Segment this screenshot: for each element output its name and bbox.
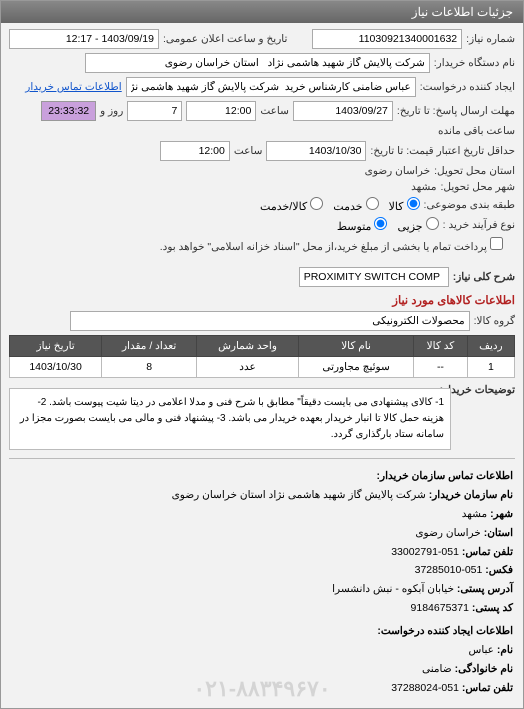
buyer-note-label: توضیحات خریدار: (455, 384, 515, 396)
payment-checkbox[interactable] (490, 237, 503, 250)
c-org-label: نام سازمان خریدار: (429, 489, 513, 501)
time-label-1: ساعت (260, 105, 289, 117)
validity-time[interactable] (160, 141, 230, 161)
details-panel: جزئیات اطلاعات نیاز شماره نیاز: تاریخ و … (0, 0, 524, 709)
table-row: 1 -- سوئیچ مجاورتی عدد 8 1403/10/30 (10, 357, 515, 378)
c-province-label: استان: (484, 527, 513, 539)
c-city: مشهد (462, 508, 487, 520)
deadline-send-label: مهلت ارسال پاسخ: تا تاریخ: (397, 105, 515, 117)
process-radios: جزیی متوسط (337, 217, 439, 233)
cell-date: 1403/10/30 (10, 357, 102, 378)
col-unit: واحد شمارش (197, 336, 299, 357)
time-remaining-badge: 23:33:32 (41, 101, 96, 121)
c-addr: خیابان آبکوه - نبش دانشسرا (332, 583, 454, 595)
radio-kala[interactable]: کالا (389, 197, 420, 213)
cell-row: 1 (467, 357, 514, 378)
form-area: شماره نیاز: تاریخ و ساعت اعلان عمومی: نا… (1, 23, 523, 708)
c-cphone-label: تلفن تماس: (462, 682, 513, 694)
days-and-label: روز و (100, 105, 123, 117)
time-label-2: ساعت (234, 145, 263, 157)
radio-kala-input[interactable] (407, 197, 420, 210)
province-value: خراسان رضوی (365, 165, 430, 177)
cell-qty: 8 (102, 357, 197, 378)
contact-link[interactable]: اطلاعات تماس خریدار (25, 81, 121, 93)
radio-motevaset-input[interactable] (374, 217, 387, 230)
col-qty: تعداد / مقدار (102, 336, 197, 357)
validity-label: حداقل تاریخ اعتبار قیمت: تا تاریخ: (370, 145, 515, 157)
c-addr-label: آدرس پستی: (457, 583, 513, 595)
radio-jozi[interactable]: جزیی (397, 217, 438, 233)
org-name-field[interactable] (85, 53, 430, 73)
need-number-field[interactable] (312, 29, 462, 49)
radio-khadamat-input[interactable] (366, 197, 379, 210)
c-org: شرکت پالایش گاز شهید هاشمی نژاد استان خر… (172, 489, 426, 501)
payment-note: پرداخت تمام یا بخشی از مبلغ خرید،از محل … (160, 241, 487, 253)
c-cphone: 051-37288024 (391, 682, 459, 694)
cell-name: سوئیچ مجاورتی (298, 357, 413, 378)
days-remaining[interactable] (127, 101, 182, 121)
city-label: شهر محل تحویل: (440, 181, 515, 193)
deadline-send-date[interactable] (293, 101, 393, 121)
c-postal: 9184675371 (411, 602, 469, 614)
c-phone: 051-33002791 (391, 546, 459, 558)
c-fname-label: نام: (497, 644, 513, 656)
col-code: کد کالا (414, 336, 468, 357)
col-name: نام کالا (298, 336, 413, 357)
contact-block: اطلاعات تماس سازمان خریدار: نام سازمان خ… (9, 467, 515, 698)
province-label: استان محل تحویل: (434, 165, 515, 177)
cell-unit: عدد (197, 357, 299, 378)
panel-header: جزئیات اطلاعات نیاز (1, 1, 523, 23)
process-label: نوع فرآیند خرید : (443, 219, 515, 231)
announce-datetime-field[interactable] (9, 29, 159, 49)
buyer-note-box: 1- کالای پیشنهادی می بایست دقیقاً" مطابق… (9, 388, 451, 450)
payment-checkbox-label[interactable]: پرداخت تمام یا بخشی از مبلغ خرید،از محل … (160, 237, 503, 253)
need-key-label: شرح کلی نیاز: (453, 271, 515, 283)
c-lname-label: نام خانوادگی: (455, 663, 513, 675)
creator-field[interactable] (126, 77, 416, 97)
col-row: ردیف (467, 336, 514, 357)
need-number-label: شماره نیاز: (466, 33, 515, 45)
radio-kala-khadamat[interactable]: کالا/خدمت (260, 197, 323, 213)
validity-date[interactable] (266, 141, 366, 161)
deadline-send-time[interactable] (186, 101, 256, 121)
col-date: تاریخ نیاز (10, 336, 102, 357)
c-fname: عباس (469, 644, 494, 656)
c-city-label: شهر: (490, 508, 513, 520)
creator-section-title: اطلاعات ایجاد کننده درخواست: (377, 625, 513, 637)
need-key-field[interactable] (299, 267, 449, 287)
c-lname: ضامنی (422, 663, 452, 675)
c-postal-label: کد پستی: (472, 602, 513, 614)
announce-datetime-label: تاریخ و ساعت اعلان عمومی: (163, 33, 287, 45)
separator (9, 458, 515, 459)
goods-section-title: اطلاعات کالاهای مورد نیاز (9, 293, 515, 307)
c-fax: 051-37285010 (415, 564, 483, 576)
radio-khadamat[interactable]: خدمت (333, 197, 378, 213)
budget-radios: کالا خدمت کالا/خدمت (260, 197, 420, 213)
panel-title: جزئیات اطلاعات نیاز (412, 5, 513, 19)
org-name-label: نام دستگاه خریدار: (434, 57, 515, 69)
contact-section-title: اطلاعات تماس سازمان خریدار: (377, 470, 513, 482)
city-value: مشهد (411, 181, 436, 193)
c-province: خراسان رضوی (415, 527, 480, 539)
time-remaining-suffix: ساعت باقی مانده (438, 125, 515, 137)
radio-jozi-input[interactable] (426, 217, 439, 230)
group-label: گروه کالا: (474, 315, 515, 327)
radio-kala-khadamat-input[interactable] (310, 197, 323, 210)
creator-label: ایجاد کننده درخواست: (420, 81, 515, 93)
group-field[interactable] (70, 311, 470, 331)
radio-motevaset[interactable]: متوسط (337, 217, 388, 233)
budget-label: طبقه بندی موضوعی: (424, 199, 515, 211)
goods-table: ردیف کد کالا نام کالا واحد شمارش تعداد /… (9, 335, 515, 378)
c-fax-label: فکس: (485, 564, 513, 576)
c-phone-label: تلفن تماس: (462, 546, 513, 558)
cell-code: -- (414, 357, 468, 378)
